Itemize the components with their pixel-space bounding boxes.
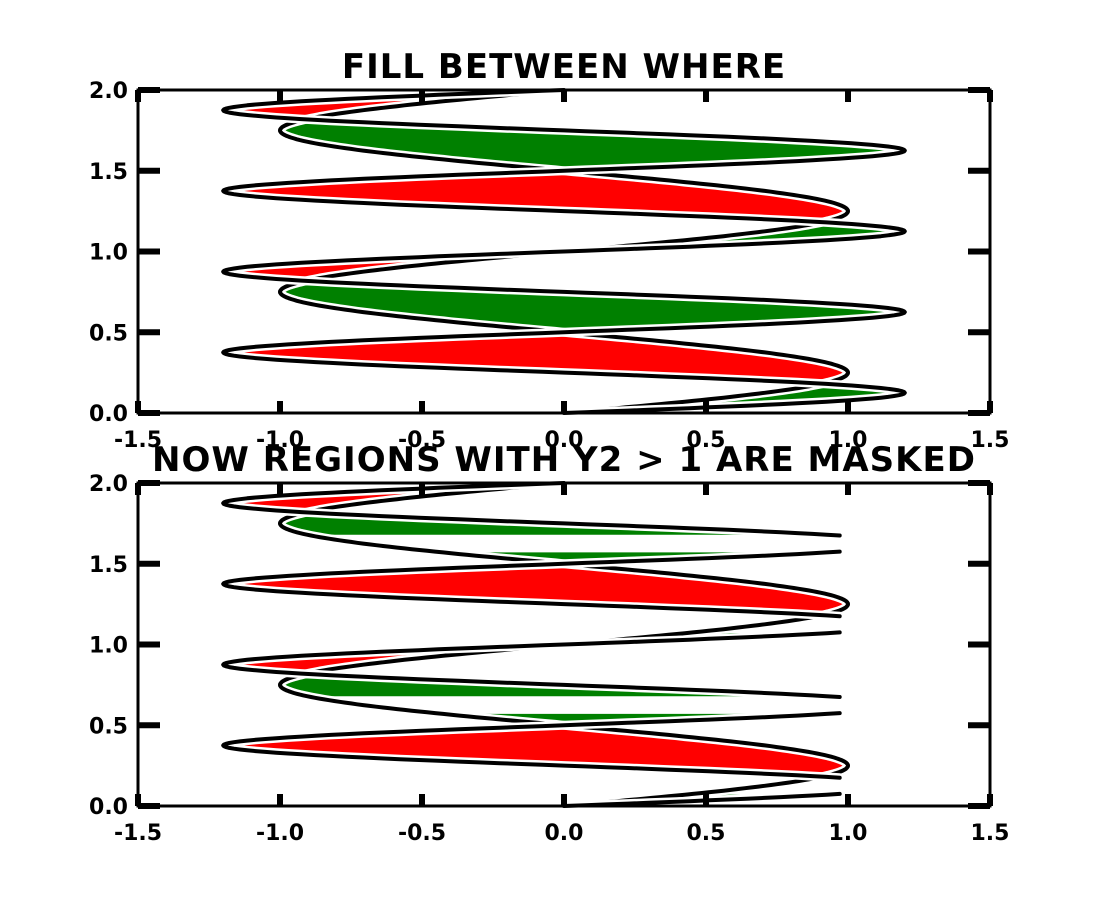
bottom-panel: -1.5 -1.0 -0.5 0.0 0.5 1.0 1.5 0.0 0.5 1.0 1.5 2.0 N… xyxy=(89,440,1009,846)
y-tick-label: 1.0 xyxy=(89,634,128,659)
series-line-x2 xyxy=(221,88,907,415)
y-tick-label: 0.0 xyxy=(89,795,128,820)
x-tick-label: -1.5 xyxy=(114,821,162,846)
series-line-x2 xyxy=(221,711,842,780)
x-tick-label: 1.0 xyxy=(829,428,868,453)
x-tick-label: 0.5 xyxy=(687,821,726,846)
x-tick-label: 1.5 xyxy=(971,821,1010,846)
chart-title: NOW REGIONS WITH Y2 > 1 ARE MASKED xyxy=(152,440,976,480)
y-tick-label: 0.5 xyxy=(89,714,128,739)
x-tick-label: -1.5 xyxy=(114,428,162,453)
series-line-x2 xyxy=(221,481,842,538)
x-tick-label: -1.0 xyxy=(256,428,304,453)
x-tick-label: 1.0 xyxy=(829,821,868,846)
x-tick-label: 1.5 xyxy=(971,428,1010,453)
y-tick-label: 1.0 xyxy=(89,241,128,266)
x-tick-label: 0.0 xyxy=(545,428,584,453)
x-tick-label: -0.5 xyxy=(398,821,446,846)
series-line-x2 xyxy=(562,791,842,808)
x-tick-label: -0.5 xyxy=(398,428,446,453)
x-tick-label: 0.5 xyxy=(687,428,726,453)
y-tick-label: 0.5 xyxy=(89,321,128,346)
y-tick-label: 0.0 xyxy=(89,402,128,427)
y-tick-label: 1.5 xyxy=(89,160,128,185)
series-line-x2 xyxy=(221,549,842,619)
x-tick-label: -1.0 xyxy=(256,821,304,846)
y-tick-label: 2.0 xyxy=(89,472,128,497)
chart-title: FILL BETWEEN WHERE xyxy=(342,47,786,87)
top-panel: -1.5 -1.0 -0.5 0.0 0.5 1.0 1.5 0.0 0.5 1.0 1.5 2.0 F… xyxy=(89,47,1009,453)
y-tick-label: 1.5 xyxy=(89,553,128,578)
series-line-x2 xyxy=(221,630,842,699)
y-tick-label: 2.0 xyxy=(89,79,128,104)
x-tick-label: 0.0 xyxy=(545,821,584,846)
